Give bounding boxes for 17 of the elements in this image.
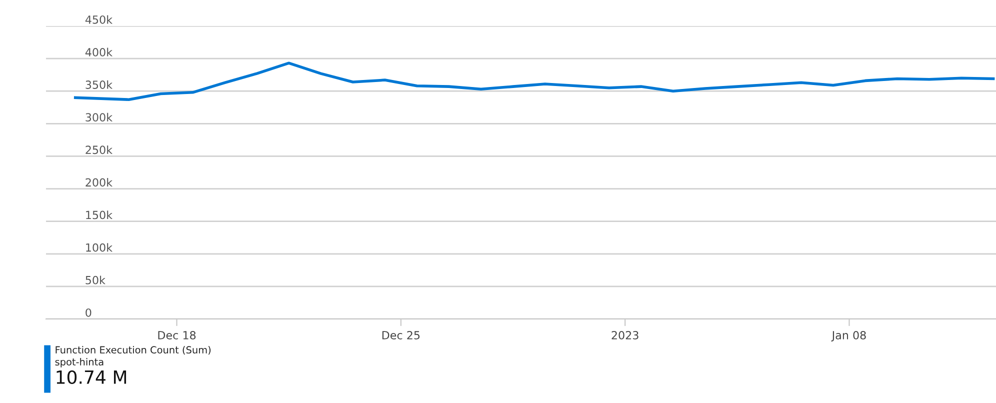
y-tick-label: 250k: [86, 145, 112, 154]
text: spot-hinta: [55, 358, 104, 368]
y-tick-label: 0: [86, 308, 92, 317]
text: Function Execution Count (Sum): [56, 346, 211, 355]
x-tick-label: Dec 25: [382, 331, 420, 340]
y-tick-label: 400k: [85, 48, 112, 56]
y-tick-label: 350k: [86, 80, 112, 89]
y-tick-label: 450k: [85, 15, 112, 24]
x-tick-label: 2023: [612, 331, 638, 340]
y-tick-label: 200k: [86, 178, 112, 187]
x-tick-label: Jan 08: [831, 331, 866, 342]
x-tick-label: Dec 18: [158, 331, 196, 340]
text: 10.74 M: [56, 370, 126, 384]
y-tick-label: 300k: [86, 112, 112, 122]
y-tick-label: 150k: [86, 210, 112, 220]
y-tick-label: 50k: [86, 276, 106, 284]
y-tick-label: 100k: [86, 243, 112, 252]
